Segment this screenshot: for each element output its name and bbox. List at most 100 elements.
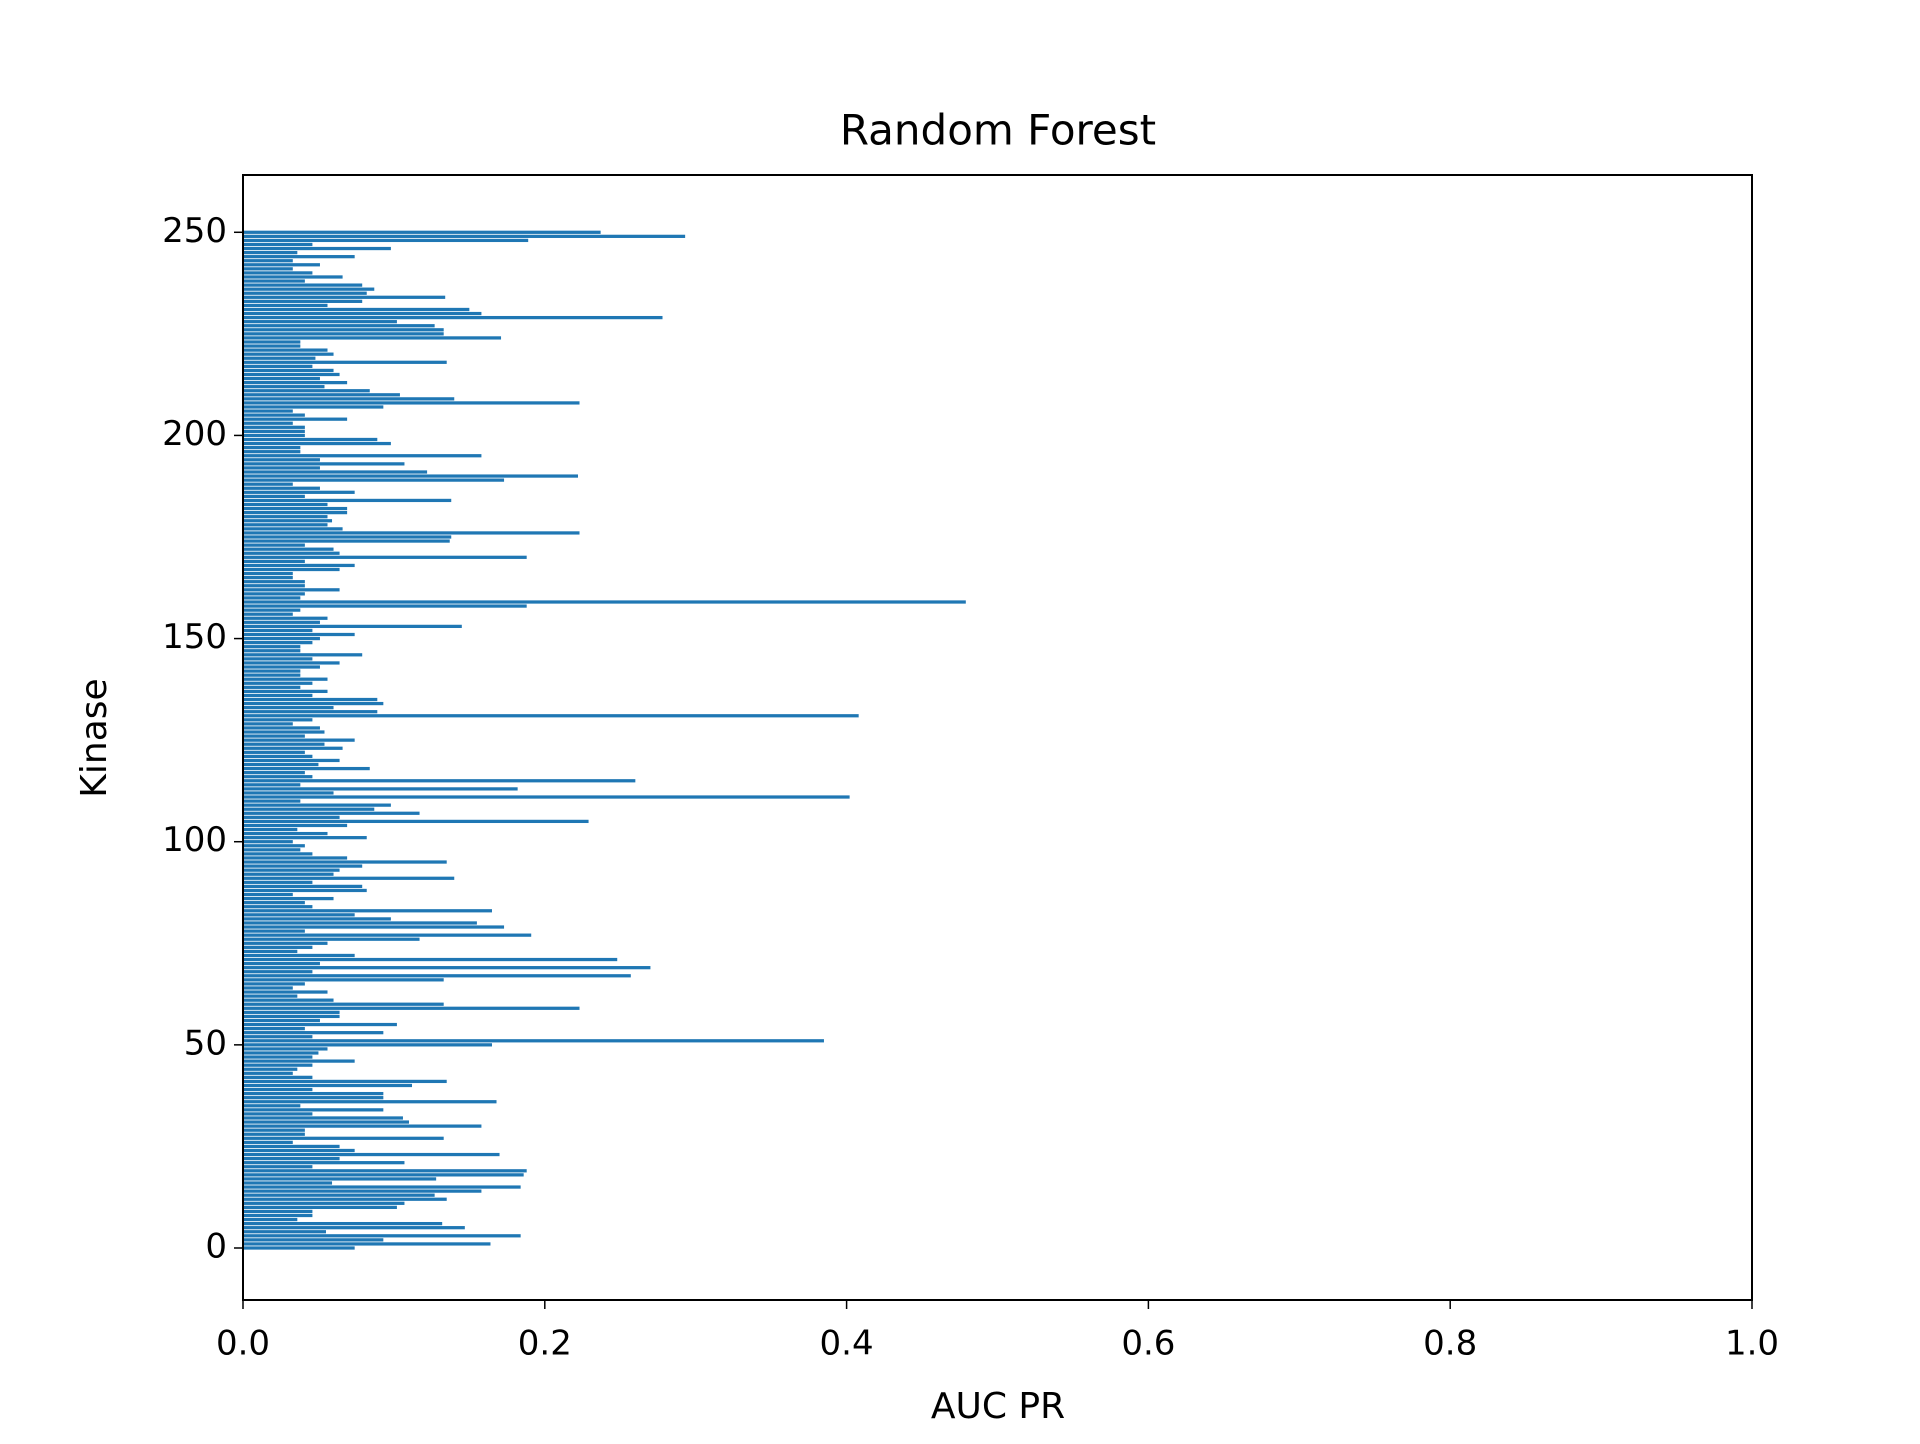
bar bbox=[243, 645, 301, 649]
bar bbox=[243, 608, 301, 612]
x-tick-label: 0.4 bbox=[820, 1324, 874, 1364]
bar bbox=[243, 1238, 384, 1242]
bar bbox=[243, 771, 305, 775]
bar bbox=[243, 1217, 298, 1222]
bar bbox=[243, 303, 328, 308]
bar bbox=[243, 1039, 824, 1043]
bar bbox=[243, 425, 305, 429]
bar bbox=[243, 750, 305, 754]
bar bbox=[243, 673, 301, 677]
bar bbox=[243, 567, 340, 572]
bar bbox=[243, 307, 470, 312]
bar bbox=[243, 1031, 384, 1035]
bar bbox=[243, 364, 313, 368]
x-tick-label: 0.6 bbox=[1121, 1324, 1175, 1364]
bar bbox=[243, 1014, 340, 1019]
bar bbox=[243, 1156, 340, 1161]
bar bbox=[243, 937, 420, 941]
bar bbox=[243, 470, 428, 474]
bar bbox=[243, 730, 325, 734]
bar bbox=[243, 1026, 305, 1031]
bar bbox=[243, 259, 293, 263]
x-axis-label: AUC PR bbox=[931, 1386, 1065, 1427]
bar bbox=[243, 1209, 313, 1214]
bar bbox=[243, 779, 636, 783]
bar bbox=[243, 458, 320, 462]
bar bbox=[243, 1055, 313, 1059]
bar bbox=[243, 596, 301, 600]
bar bbox=[243, 393, 400, 397]
plot-frame bbox=[242, 174, 1753, 1301]
bar bbox=[243, 600, 966, 604]
bar bbox=[243, 1006, 580, 1010]
bar bbox=[243, 693, 313, 698]
x-tick-label: 0.8 bbox=[1423, 1324, 1477, 1364]
bar bbox=[243, 1144, 340, 1149]
bar bbox=[243, 746, 343, 750]
bar bbox=[243, 775, 313, 779]
bar bbox=[243, 246, 391, 251]
bar bbox=[243, 580, 305, 584]
bar bbox=[243, 718, 313, 722]
bar bbox=[243, 710, 378, 714]
bar bbox=[243, 998, 334, 1002]
bar bbox=[243, 1096, 384, 1100]
bar bbox=[243, 1104, 301, 1108]
bar bbox=[243, 632, 355, 637]
y-tick-label: 50 bbox=[184, 1023, 227, 1063]
bar bbox=[243, 754, 313, 759]
bar bbox=[243, 661, 340, 665]
bar bbox=[243, 352, 334, 356]
bar bbox=[243, 1205, 397, 1209]
bar bbox=[243, 1022, 397, 1027]
x-tick-label: 0.2 bbox=[518, 1324, 572, 1364]
bar bbox=[243, 401, 580, 405]
bar bbox=[243, 466, 320, 470]
bar bbox=[243, 437, 378, 442]
bar bbox=[243, 502, 328, 507]
bar bbox=[243, 535, 452, 539]
bar bbox=[243, 584, 305, 588]
y-tick-label: 0 bbox=[205, 1226, 227, 1266]
bar bbox=[243, 474, 578, 478]
bar bbox=[243, 482, 293, 486]
bar bbox=[243, 657, 313, 661]
bar bbox=[243, 385, 325, 389]
bar bbox=[243, 315, 663, 320]
bar bbox=[243, 612, 293, 616]
bar bbox=[243, 250, 298, 255]
bar bbox=[243, 844, 305, 848]
bar bbox=[243, 234, 686, 238]
bar bbox=[243, 726, 320, 730]
bar bbox=[243, 356, 316, 360]
bar bbox=[243, 299, 363, 303]
bar bbox=[243, 295, 446, 299]
bar bbox=[243, 1230, 326, 1234]
bar bbox=[243, 1189, 482, 1193]
y-axis-label: Kinase bbox=[74, 678, 115, 797]
bar bbox=[243, 433, 305, 438]
bar bbox=[243, 1201, 405, 1205]
y-tick-label: 250 bbox=[162, 211, 227, 251]
bar bbox=[243, 490, 355, 494]
bar bbox=[243, 933, 532, 937]
bar bbox=[243, 929, 305, 933]
bar bbox=[243, 1059, 355, 1063]
bar bbox=[243, 1043, 492, 1047]
bar bbox=[243, 823, 348, 828]
bar bbox=[243, 669, 301, 673]
bar bbox=[243, 441, 391, 446]
x-tick-label: 1.0 bbox=[1725, 1324, 1779, 1364]
y-tick-label: 200 bbox=[162, 414, 227, 454]
bar bbox=[243, 913, 355, 917]
bar bbox=[243, 360, 447, 364]
bar bbox=[243, 787, 518, 791]
bar bbox=[243, 1108, 384, 1112]
bar bbox=[243, 368, 334, 373]
bar bbox=[243, 734, 305, 738]
bar bbox=[243, 263, 320, 267]
bar bbox=[243, 1181, 333, 1185]
bar bbox=[243, 1226, 465, 1230]
